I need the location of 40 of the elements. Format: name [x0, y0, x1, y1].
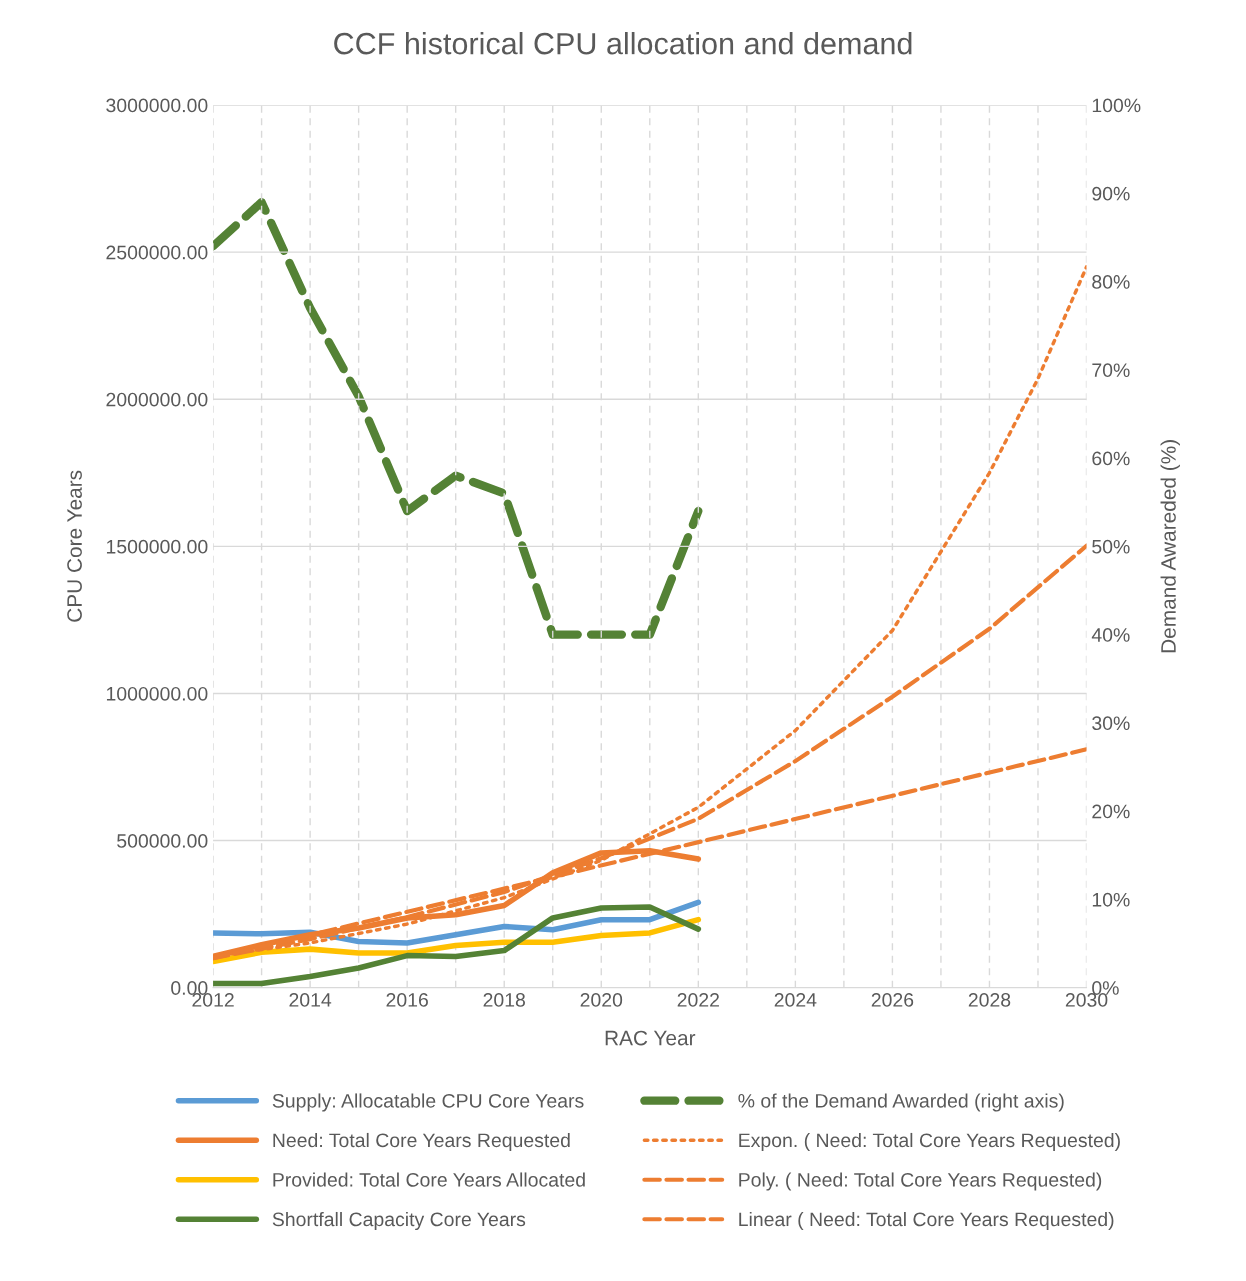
y-tick-label: 0.00: [171, 981, 208, 995]
y2-tick-label: 100%: [1092, 98, 1141, 113]
legend-label: Provided: Total Core Years Allocated: [273, 1172, 585, 1187]
x-tick-label: 2030: [1065, 993, 1108, 1007]
y-tick-label: 3000000.00: [106, 98, 208, 113]
legend-label: Poly. ( Need: Total Core Years Requested): [739, 1172, 1102, 1191]
y2-tick-label: 90%: [1092, 186, 1130, 201]
y-axis-title: CPU Core Years: [67, 470, 82, 622]
x-tick-label: 2026: [871, 993, 914, 1007]
legend-label: Need: Total Core Years Requested: [273, 1132, 570, 1152]
y2-tick-label: 20%: [1092, 804, 1130, 819]
y2-tick-label: 60%: [1092, 451, 1130, 466]
y2-tick-label: 0%: [1092, 981, 1119, 995]
legend-label: Linear ( Need: Total Core Years Requested): [739, 1211, 1114, 1231]
x-axis-title: RAC Year: [605, 1030, 696, 1046]
y-tick-label: 1500000.00: [106, 539, 208, 554]
legend-label: % of the Demand Awarded (right axis): [738, 1093, 1064, 1112]
y-tick-label: 1000000.00: [106, 686, 208, 701]
y2-tick-label: 10%: [1092, 892, 1130, 907]
y-tick-label: 500000.00: [117, 834, 208, 848]
x-tick-label: 2028: [968, 993, 1011, 1007]
y2-axis-title: Demand Awareded (%): [1160, 440, 1180, 653]
x-tick-label: 2024: [774, 993, 817, 1007]
y2-tick-label: 30%: [1092, 716, 1130, 731]
y2-tick-label: 70%: [1092, 363, 1130, 378]
x-tick-label: 2022: [677, 993, 719, 1007]
legend-label: Supply: Allocatable CPU Core Years: [272, 1093, 584, 1112]
chart-title: CCF historical CPU allocation and demand: [334, 32, 912, 55]
x-tick-label: 2020: [580, 993, 623, 1007]
x-tick-label: 2016: [386, 993, 428, 1007]
legend-label: Expon. ( Need: Total Core Years Requested): [739, 1132, 1120, 1152]
y-tick-label: 2000000.00: [106, 392, 208, 407]
y2-tick-label: 50%: [1092, 539, 1130, 554]
x-tick-label: 2018: [483, 993, 525, 1007]
x-tick-label: 2014: [289, 993, 332, 1007]
y2-tick-label: 80%: [1092, 275, 1130, 289]
y-tick-label: 2500000.00: [106, 245, 208, 260]
x-tick-label: 2012: [192, 993, 234, 1007]
y2-tick-label: 40%: [1091, 628, 1130, 642]
legend-label: Shortfall Capacity Core Years: [272, 1211, 526, 1231]
